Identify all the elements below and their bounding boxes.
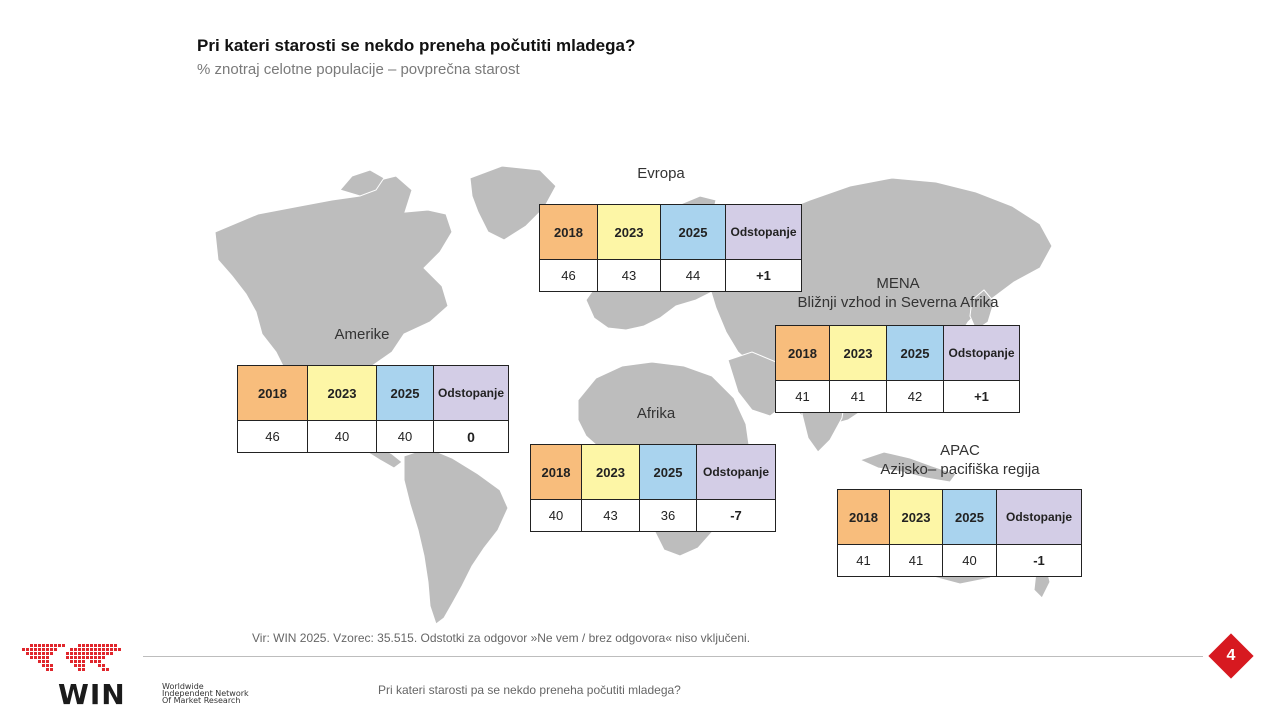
page-number: 4 bbox=[1226, 647, 1236, 664]
table-africa: 2018 2023 2025 Odstopanje 40 43 36 -7 bbox=[530, 444, 776, 532]
value-2023: 41 bbox=[889, 544, 943, 577]
value-deviation: +1 bbox=[943, 380, 1020, 413]
value-2025: 44 bbox=[660, 259, 726, 292]
region-label-europe: Evropa bbox=[637, 165, 685, 182]
table-americas: 2018 2023 2025 Odstopanje 46 40 40 0 bbox=[237, 365, 509, 453]
value-deviation: -7 bbox=[696, 499, 776, 532]
header-2025: 2025 bbox=[942, 489, 997, 545]
header-deviation: Odstopanje bbox=[996, 489, 1082, 545]
value-2018: 41 bbox=[837, 544, 890, 577]
page-subtitle: % znotraj celotne populacije – povprečna… bbox=[197, 61, 520, 78]
header-2025: 2025 bbox=[660, 204, 726, 260]
value-deviation: +1 bbox=[725, 259, 802, 292]
header-2018: 2018 bbox=[837, 489, 890, 545]
table-mena: 2018 2023 2025 Odstopanje 41 41 42 +1 bbox=[775, 325, 1020, 413]
value-2025: 42 bbox=[886, 380, 944, 413]
value-2018: 46 bbox=[237, 420, 308, 453]
page-title: Pri kateri starosti se nekdo preneha poč… bbox=[197, 36, 636, 55]
header-2023: 2023 bbox=[829, 325, 887, 381]
header-2025: 2025 bbox=[886, 325, 944, 381]
region-label-apac: APAC Azijsko– pacifiška regija bbox=[880, 441, 1039, 479]
header-2023: 2023 bbox=[307, 365, 377, 421]
header-2018: 2018 bbox=[539, 204, 598, 260]
header-deviation: Odstopanje bbox=[696, 444, 776, 500]
logo-tagline-line-1: Worldwide bbox=[162, 682, 204, 691]
greenland-shape bbox=[469, 165, 557, 241]
logo-tagline: Worldwide Independent Network Of Market … bbox=[162, 682, 249, 705]
value-2025: 40 bbox=[942, 544, 997, 577]
value-2025: 36 bbox=[639, 499, 697, 532]
region-label-africa: Afrika bbox=[636, 405, 676, 422]
region-label-mena: MENA Bližnji vzhod in Severna Afrika bbox=[798, 274, 999, 312]
logo-tagline-line-3: Of Market Research bbox=[162, 696, 241, 705]
header-2023: 2023 bbox=[889, 489, 943, 545]
north-america-shape bbox=[214, 175, 453, 421]
value-deviation: 0 bbox=[433, 420, 509, 453]
value-deviation: -1 bbox=[996, 544, 1082, 577]
region-title-apac: APAC bbox=[940, 442, 980, 459]
value-2023: 41 bbox=[829, 380, 887, 413]
value-2023: 43 bbox=[581, 499, 640, 532]
south-america-shape bbox=[403, 447, 509, 625]
value-2023: 40 bbox=[307, 420, 377, 453]
footer-question: Pri kateri starosti pa se nekdo preneha … bbox=[378, 683, 681, 697]
header-2018: 2018 bbox=[530, 444, 582, 500]
indonesia-shape bbox=[858, 451, 957, 483]
header-2025: 2025 bbox=[376, 365, 434, 421]
logo-wordmark: WIN bbox=[58, 678, 126, 711]
value-2023: 43 bbox=[597, 259, 661, 292]
header-2023: 2023 bbox=[597, 204, 661, 260]
header-deviation: Odstopanje bbox=[943, 325, 1020, 381]
region-subtitle-apac: Azijsko– pacifiška regija bbox=[880, 461, 1040, 478]
region-title-mena: MENA bbox=[876, 275, 920, 292]
value-2018: 41 bbox=[775, 380, 830, 413]
header-deviation: Odstopanje bbox=[725, 204, 802, 260]
region-subtitle-mena: Bližnji vzhod in Severna Afrika bbox=[797, 294, 999, 311]
footer-divider bbox=[143, 656, 1203, 657]
value-2018: 40 bbox=[530, 499, 582, 532]
header-2018: 2018 bbox=[237, 365, 308, 421]
table-europe: 2018 2023 2025 Odstopanje 46 43 44 +1 bbox=[539, 204, 802, 292]
header-2018: 2018 bbox=[775, 325, 830, 381]
header-deviation: Odstopanje bbox=[433, 365, 509, 421]
header-2025: 2025 bbox=[639, 444, 697, 500]
source-note: Vir: WIN 2025. Vzorec: 35.515. Odstotki … bbox=[252, 631, 751, 645]
table-apac: 2018 2023 2025 Odstopanje 41 41 40 -1 bbox=[837, 489, 1082, 577]
japan-shape bbox=[969, 289, 995, 331]
win-logo-map-icon bbox=[22, 644, 121, 671]
page-number-badge: 4 bbox=[1208, 633, 1254, 679]
arctic-islands-shape bbox=[339, 169, 385, 197]
value-2018: 46 bbox=[539, 259, 598, 292]
logo-tagline-line-2: Independent Network bbox=[162, 689, 249, 698]
region-label-americas: Amerike bbox=[334, 326, 390, 343]
value-2025: 40 bbox=[376, 420, 434, 453]
header-2023: 2023 bbox=[581, 444, 640, 500]
